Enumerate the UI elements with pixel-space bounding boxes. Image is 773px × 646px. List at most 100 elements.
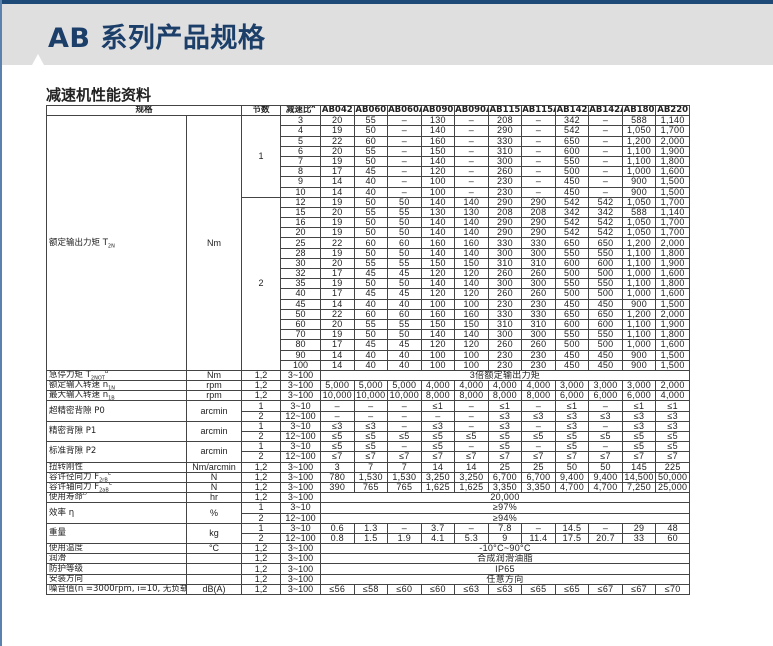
value-cell: 550 xyxy=(554,247,590,259)
value-cell: – xyxy=(521,115,556,127)
value-cell: – xyxy=(588,135,623,147)
spec-unit: kg xyxy=(185,522,243,545)
value-cell: – xyxy=(521,135,556,147)
value-cell: 20 xyxy=(320,206,355,219)
value-cell: 7.8 xyxy=(487,522,523,534)
spec-unit xyxy=(185,563,243,575)
stage-cell: 1,2 xyxy=(241,583,282,596)
value-cell: 765 xyxy=(353,481,389,494)
value-cell: ≤5 xyxy=(320,430,355,443)
value-cell: 150 xyxy=(420,145,456,157)
value-cell: 140 xyxy=(420,125,456,137)
value-cell: ≤5 xyxy=(655,441,690,453)
label-subscript: 1N xyxy=(108,385,116,391)
value-cell: 14 xyxy=(320,298,355,310)
ratio-cell: 3~100 xyxy=(280,461,322,473)
table-row: 重量 kg 1 3~10 0.6 1.3–3.7–7.8–14.5–29 48 xyxy=(46,522,690,545)
value-cell: 300 xyxy=(521,329,556,341)
value-cell: ≤56 xyxy=(320,583,355,596)
value-cell: – xyxy=(454,410,489,422)
value-cell: 3.7 xyxy=(420,522,456,534)
value-cell: 6,000 xyxy=(554,390,590,402)
stage-cell: 1 xyxy=(241,502,282,514)
value-cell: ≤7 xyxy=(320,451,355,463)
value-cell: 50 xyxy=(353,247,389,259)
value-cell: 40 xyxy=(353,349,389,361)
value-cell: 600 xyxy=(554,318,590,331)
table-row: 扭转刚性 Nm/arcmin 1,2 3~100 3 7 7 14 14 25 25 50 50 145 2… xyxy=(46,461,690,473)
stage-cell: 1,2 xyxy=(241,553,282,565)
value-cell: 450 xyxy=(554,359,590,371)
value-cell: 6,700 xyxy=(487,471,523,483)
value-cell: 140 xyxy=(454,329,489,341)
value-cell: 1,500 xyxy=(655,176,690,188)
value-cell: 1,800 xyxy=(655,329,690,341)
header-model: AB060 xyxy=(353,104,389,117)
value-cell: 10,000 xyxy=(320,390,355,402)
value-cell: 20 xyxy=(320,145,355,157)
value-cell: – xyxy=(521,441,556,453)
value-cell: ≤7 xyxy=(487,451,523,463)
header-model: AB042 xyxy=(320,104,355,117)
spec-label: 精密背隙 P1 xyxy=(46,420,187,443)
value-cell: 1,600 xyxy=(655,267,690,280)
label-footnote: D xyxy=(83,492,87,498)
value-cell: 14 xyxy=(320,349,355,361)
value-cell: 50 xyxy=(353,227,389,239)
value-cell: 650 xyxy=(588,308,623,320)
stage-cell: 1,2 xyxy=(241,461,282,473)
value-cell: 1,100 xyxy=(621,318,657,331)
stage-cell: 2 xyxy=(241,430,282,443)
value-cell: 450 xyxy=(554,176,590,188)
value-cell: – xyxy=(454,441,489,453)
value-cell: ≤5 xyxy=(420,430,456,443)
value-cell: 1,600 xyxy=(655,166,690,178)
value-cell: 290 xyxy=(521,196,556,208)
value-cell: – xyxy=(454,400,489,412)
value-cell: 19 xyxy=(320,278,355,290)
value-cell: 60 xyxy=(387,308,422,320)
value-cell: 330 xyxy=(487,308,523,320)
value-cell: 150 xyxy=(454,257,489,270)
value-cell: – xyxy=(454,176,489,188)
value-cell: 290 xyxy=(487,217,523,229)
value-cell: 40 xyxy=(353,298,389,310)
value-cell: 900 xyxy=(621,349,657,361)
value-cell: ≤5 xyxy=(588,430,623,443)
value-cell: 50 xyxy=(387,227,422,239)
spec-unit: Nm/arcmin xyxy=(185,461,243,473)
value-cell: 542 xyxy=(588,227,623,239)
value-cell: 50 xyxy=(387,278,422,290)
value-cell: 6,000 xyxy=(621,390,657,402)
value-cell: 450 xyxy=(554,349,590,361)
value-cell: 29 xyxy=(621,522,657,534)
value-cell: 20.7 xyxy=(588,532,623,545)
value-cell: 120 xyxy=(420,267,456,280)
value-cell: ≤65 xyxy=(521,583,556,596)
value-cell: – xyxy=(387,125,422,137)
value-cell: – xyxy=(454,155,489,168)
value-cell: 300 xyxy=(487,247,523,259)
value-cell: – xyxy=(588,420,623,433)
value-cell: – xyxy=(454,115,489,127)
header-model: AB142 xyxy=(554,104,590,117)
value-cell: 1,530 xyxy=(387,471,422,483)
value-cell: 600 xyxy=(588,318,623,331)
value-cell: 1,050 xyxy=(621,196,657,208)
value-cell: ≤3 xyxy=(353,420,389,433)
value-cell: 342 xyxy=(554,115,590,127)
value-cell: ≤5 xyxy=(353,441,389,453)
value-cell: ≤5 xyxy=(454,430,489,443)
value-cell: 330 xyxy=(487,237,523,249)
value-cell: 140 xyxy=(420,278,456,290)
value-cell: 10,000 xyxy=(387,390,422,402)
value-cell: ≤3 xyxy=(621,420,657,433)
value-cell: 120 xyxy=(420,288,456,300)
value-cell: 100 xyxy=(420,176,456,188)
value-cell: 1,700 xyxy=(655,125,690,137)
value-cell: 4,000 xyxy=(487,380,523,392)
value-cell: 1,800 xyxy=(655,247,690,259)
spec-unit xyxy=(185,553,243,565)
value-cell: 1,200 xyxy=(621,308,657,320)
